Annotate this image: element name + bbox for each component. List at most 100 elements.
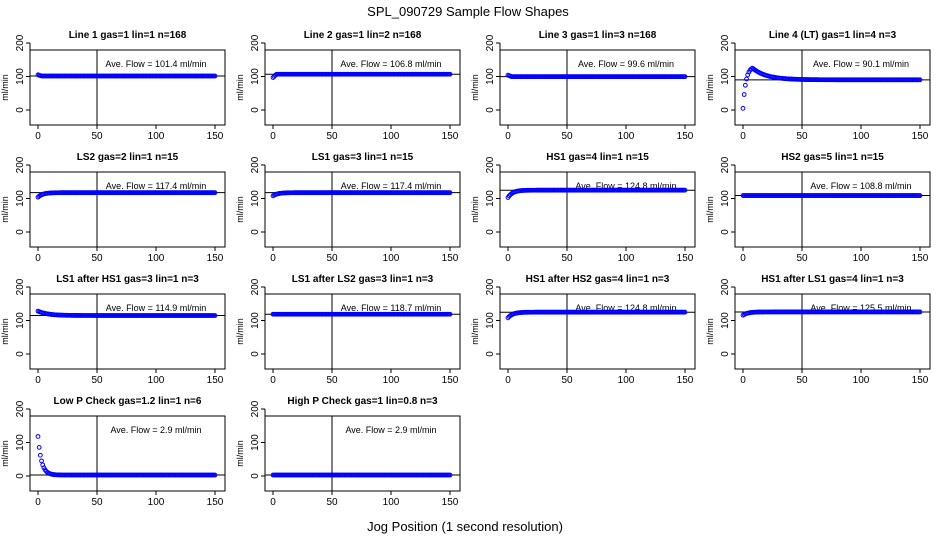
y-tick-label: 200 (485, 34, 496, 51)
y-tick-label: 0 (250, 107, 261, 113)
data-point (917, 193, 923, 198)
x-tick-label: 50 (91, 375, 103, 386)
data-point (682, 309, 688, 315)
x-tick-label: 150 (912, 253, 929, 264)
panel-2: Line 2 gas=1 lin=2 n=168 0 50 100 150 0 100 200… (235, 30, 461, 142)
x-tick-label: 150 (207, 253, 224, 264)
data-point (447, 71, 453, 77)
average-flow-annotation: Ave. Flow = 124.8 ml/min (575, 303, 676, 313)
y-tick-label: 100 (720, 312, 731, 329)
x-tick-label: 100 (383, 375, 400, 386)
data-point (741, 92, 747, 97)
x-tick-label: 0 (270, 375, 276, 386)
panel-7: HS1 gas=4 lin=1 n=15 0 50 100 150 0 100 200 ml/m… (470, 152, 696, 264)
x-tick-label: 0 (505, 131, 511, 142)
data-points (270, 71, 453, 80)
y-tick-label: 100 (250, 68, 261, 85)
data-point (682, 187, 688, 193)
x-tick-label: 150 (207, 375, 224, 386)
panel-title: Line 2 gas=1 lin=2 n=168 (304, 30, 422, 41)
x-tick-label: 0 (740, 375, 746, 386)
panel-title: High P Check gas=1 lin=0.8 n=3 (287, 396, 438, 407)
average-flow-annotation: Ave. Flow = 118.7 ml/min (341, 303, 441, 313)
x-tick-label: 0 (270, 253, 276, 264)
panels-grid: Line 1 gas=1 lin=1 n=168 0 50 100 150 0 100 200… (0, 30, 931, 508)
data-points (270, 311, 453, 317)
x-tick-label: 150 (677, 253, 694, 264)
average-flow-annotation: Ave. Flow = 108.8 ml/min (810, 181, 911, 191)
average-flow-annotation: Ave. Flow = 2.9 ml/min (110, 425, 201, 435)
x-tick-label: 0 (35, 131, 41, 142)
x-tick-label: 0 (740, 131, 746, 142)
average-flow-annotation: Ave. Flow = 114.9 ml/min (106, 303, 206, 313)
panel-8: HS2 gas=5 lin=1 n=15 0 50 100 150 0 100 200 ml/m… (705, 152, 931, 264)
x-tick-label: 0 (505, 375, 511, 386)
panel-3: Line 3 gas=1 lin=3 n=168 0 50 100 150 0 100 200… (470, 30, 696, 142)
y-tick-label: 100 (485, 68, 496, 85)
x-tick-label: 100 (383, 497, 400, 508)
x-tick-label: 0 (270, 131, 276, 142)
y-axis-label: ml/min (470, 318, 480, 345)
data-point (447, 190, 453, 196)
y-axis-label: ml/min (470, 74, 480, 101)
data-point (39, 458, 44, 464)
panel-title: HS1 gas=4 lin=1 n=15 (546, 152, 649, 163)
panel-title: HS1 after LS1 gas=4 lin=1 n=3 (761, 274, 904, 285)
data-point (917, 309, 923, 315)
y-tick-label: 200 (720, 156, 731, 173)
y-axis-label: ml/min (235, 196, 245, 223)
x-tick-label: 50 (796, 131, 808, 142)
average-flow-annotation: Ave. Flow = 99.6 ml/min (578, 59, 674, 69)
panel-4: Line 4 (LT) gas=1 lin=4 n=3 0 50 100 150 0 100… (705, 30, 931, 142)
y-axis-label: ml/min (470, 196, 480, 223)
panel-6: LS1 gas=3 lin=1 n=15 0 50 100 150 0 100 200 ml/m… (235, 152, 461, 264)
data-point (212, 73, 218, 79)
y-tick-label: 200 (250, 400, 261, 417)
panel-title: LS1 after LS2 gas=3 lin=1 n=3 (292, 274, 434, 285)
panel-10: LS1 after LS2 gas=3 lin=1 n=3 0 50 100 150 0 1… (235, 274, 461, 386)
panel-9: LS1 after HS1 gas=3 lin=1 n=3 0 50 100 150 0 1… (0, 274, 226, 386)
average-flow-annotation: Ave. Flow = 106.8 ml/min (340, 59, 441, 69)
y-tick-label: 100 (250, 434, 261, 451)
average-flow-annotation: Ave. Flow = 125.5 ml/min (810, 303, 911, 313)
x-tick-label: 0 (270, 497, 276, 508)
panel-title: HS1 after HS2 gas=4 lin=1 n=3 (526, 274, 670, 285)
y-tick-label: 0 (485, 229, 496, 235)
x-tick-label: 100 (853, 131, 870, 142)
y-tick-label: 0 (485, 107, 496, 113)
y-tick-label: 100 (15, 68, 26, 85)
average-flow-annotation: Ave. Flow = 117.4 ml/min (106, 181, 206, 191)
x-tick-label: 150 (442, 375, 459, 386)
x-tick-label: 0 (740, 253, 746, 264)
y-tick-label: 200 (720, 34, 731, 51)
x-tick-label: 100 (853, 253, 870, 264)
y-tick-label: 100 (485, 312, 496, 329)
x-tick-label: 50 (326, 497, 338, 508)
y-tick-label: 200 (250, 156, 261, 173)
panel-13: Low P Check gas=1.2 lin=1 n=6 0 50 100 150 0 1… (0, 396, 226, 508)
x-tick-label: 0 (35, 497, 41, 508)
panel-14: High P Check gas=1 lin=0.8 n=3 0 50 100 150 0… (235, 396, 461, 508)
data-points (270, 472, 453, 478)
y-tick-label: 0 (720, 107, 731, 113)
average-flow-annotation: Ave. Flow = 124.8 ml/min (575, 181, 676, 191)
y-tick-label: 100 (720, 190, 731, 207)
data-point (212, 190, 218, 196)
x-tick-label: 100 (618, 375, 635, 386)
panel-1: Line 1 gas=1 lin=1 n=168 0 50 100 150 0 100 200… (0, 30, 226, 142)
x-tick-label: 100 (853, 375, 870, 386)
y-tick-label: 0 (485, 351, 496, 357)
x-tick-label: 150 (677, 375, 694, 386)
y-tick-label: 100 (15, 434, 26, 451)
x-tick-label: 150 (442, 497, 459, 508)
y-tick-label: 200 (15, 400, 26, 417)
panel-title: Low P Check gas=1.2 lin=1 n=6 (54, 396, 202, 407)
panel-title: LS1 after HS1 gas=3 lin=1 n=3 (56, 274, 199, 285)
data-point (212, 472, 218, 478)
data-points (505, 72, 688, 80)
y-tick-label: 0 (250, 351, 261, 357)
data-points (35, 190, 218, 200)
panel-12: HS1 after LS1 gas=4 lin=1 n=3 0 50 100 150 0 1… (705, 274, 931, 386)
y-tick-label: 200 (15, 278, 26, 295)
